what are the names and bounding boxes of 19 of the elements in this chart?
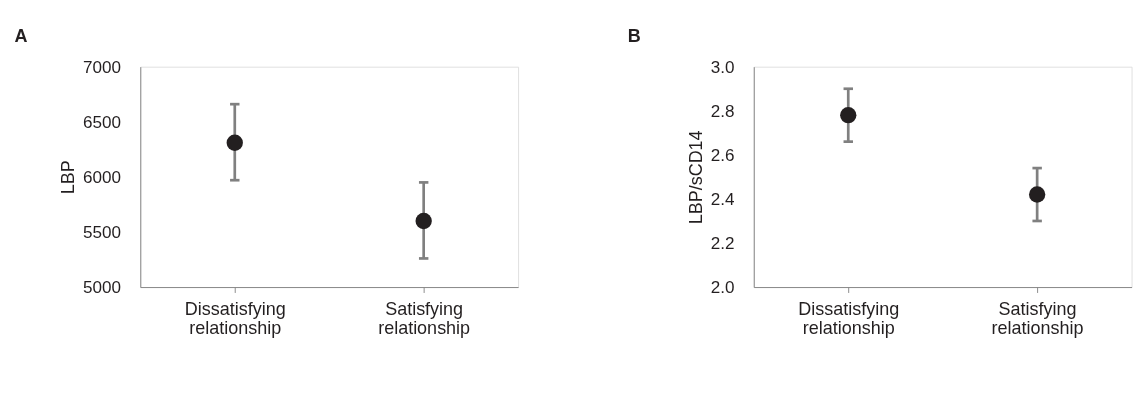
x-tick-label: Satisfying relationship — [991, 298, 1084, 339]
y-tick-label: 5500 — [82, 222, 121, 242]
y-tick-label: 6500 — [82, 112, 121, 132]
x-tick-label: Satisfying relationship — [378, 298, 471, 339]
y-tick-label: 2.0 — [710, 277, 735, 297]
y-axis-title: LBP/sCD14 — [685, 130, 706, 225]
y-tick-label: 3.0 — [710, 57, 735, 77]
chart-title: B — [627, 26, 641, 47]
y-axis-title: LBP — [57, 160, 78, 195]
y-tick-label: 5000 — [82, 277, 121, 297]
y-tick-label: 6000 — [82, 167, 121, 187]
y-tick-label: 2.2 — [710, 233, 735, 253]
y-tick-label: 2.8 — [710, 101, 735, 121]
y-tick-label: 2.6 — [710, 145, 735, 165]
x-tick-label: Dissatisfying relationship — [184, 298, 286, 339]
x-tick-label: Dissatisfying relationship — [798, 298, 900, 339]
y-tick-label: 7000 — [82, 57, 121, 77]
y-tick-label: 2.4 — [710, 189, 735, 209]
chart-title: A — [14, 26, 28, 47]
